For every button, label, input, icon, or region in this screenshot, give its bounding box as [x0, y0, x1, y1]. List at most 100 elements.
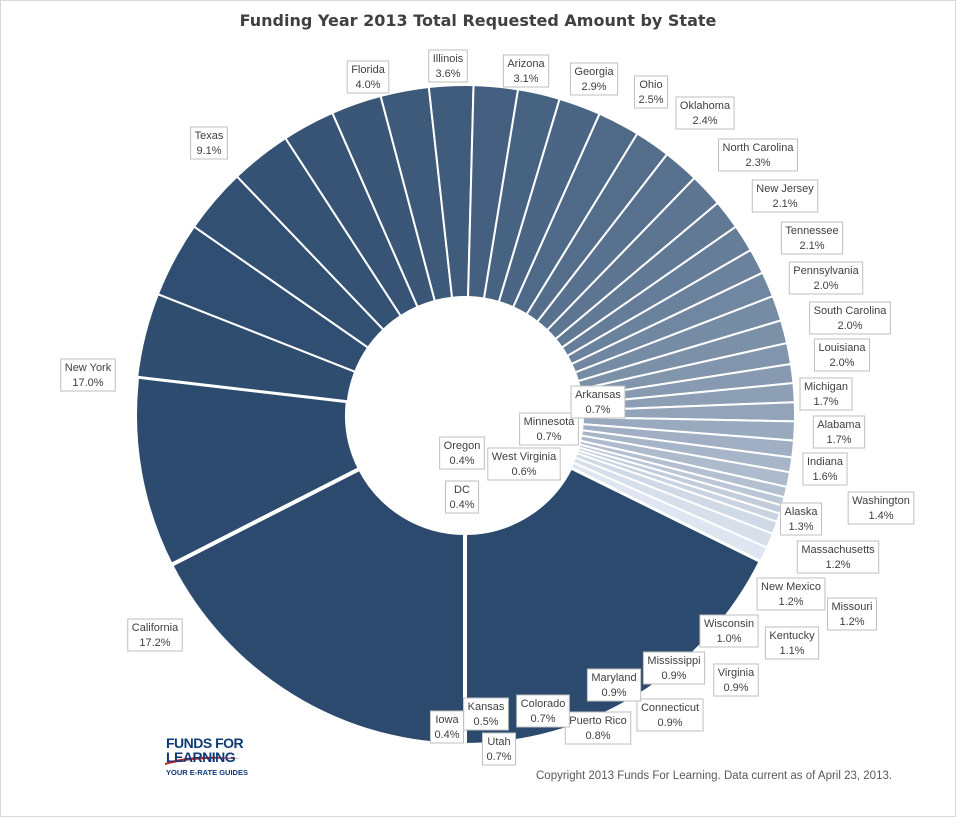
label-box: [569, 62, 619, 96]
data-label-puerto-rico: Puerto Rico 0.8%: [564, 711, 632, 745]
label-value: 2.1%: [799, 240, 824, 252]
label-value: 17.2%: [139, 637, 170, 649]
data-label-florida: Florida 4.0%: [346, 60, 390, 94]
label-name: West Virginia: [492, 451, 557, 463]
data-label-virginia: Virginia 0.9%: [713, 663, 759, 697]
data-label-new-york: New York 17.0%: [60, 358, 116, 392]
funds-for-learning-logo: FUNDS FOR LEARNING YOUR E-RATE GUIDES: [165, 735, 248, 783]
data-label-arkansas: Arkansas 0.7%: [570, 385, 626, 419]
label-value: 1.2%: [839, 616, 864, 628]
label-value: 2.0%: [837, 320, 862, 332]
label-box: [487, 447, 561, 481]
data-label-georgia: Georgia 2.9%: [569, 62, 619, 96]
label-box: [699, 614, 759, 648]
logo-swoosh-icon: [165, 756, 241, 765]
label-name: California: [132, 622, 179, 634]
label-name: Washington: [852, 495, 910, 507]
label-value: 17.0%: [72, 377, 103, 389]
slice-texas: [133, 374, 363, 568]
label-box: [481, 732, 517, 766]
slices: [133, 84, 796, 748]
logo-line3: YOUR E-RATE GUIDES: [166, 768, 248, 777]
label-value: 1.6%: [812, 471, 837, 483]
label-name: Louisiana: [818, 342, 866, 354]
data-label-louisiana: Louisiana 2.0%: [813, 338, 871, 372]
data-label-oregon: Oregon 0.4%: [439, 436, 485, 470]
label-box: [675, 96, 735, 130]
copyright-text: Copyright 2013 Funds For Learning. Data …: [536, 770, 893, 782]
label-name: Mississippi: [647, 655, 700, 667]
data-label-michigan: Michigan 1.7%: [799, 377, 853, 411]
label-value: 1.0%: [716, 633, 741, 645]
data-label-massachusetts: Massachusetts 1.2%: [796, 540, 880, 574]
label-name: Michigan: [804, 381, 848, 393]
label-name: Georgia: [574, 66, 614, 78]
data-label-washington: Washington 1.4%: [847, 491, 915, 525]
data-label-illinois: Illinois 3.6%: [428, 49, 468, 83]
label-value: 0.7%: [536, 431, 561, 443]
label-name: Tennessee: [785, 225, 838, 237]
label-box: [564, 711, 632, 745]
data-label-arizona: Arizona 3.1%: [502, 54, 550, 88]
chart-title: Funding Year 2013 Total Requested Amount…: [239, 11, 717, 30]
data-label-oklahoma: Oklahoma 2.4%: [675, 96, 735, 130]
slice-new-york: [168, 465, 467, 748]
label-name: Iowa: [435, 714, 459, 726]
label-name: Florida: [351, 64, 386, 76]
label-name: Kansas: [468, 701, 505, 713]
label-box: [847, 491, 915, 525]
label-value: 4.0%: [355, 79, 380, 91]
label-box: [463, 697, 509, 731]
label-name: Arizona: [507, 58, 545, 70]
label-box: [796, 540, 880, 574]
label-box: [516, 694, 570, 728]
label-box: [713, 663, 759, 697]
slice-arkansas: [569, 461, 769, 563]
label-value: 2.3%: [745, 157, 770, 169]
label-name: New Mexico: [761, 581, 821, 593]
label-name: North Carolina: [723, 142, 795, 154]
label-value: 0.5%: [473, 716, 498, 728]
label-value: 1.7%: [826, 434, 851, 446]
label-box: [570, 385, 626, 419]
label-name: Kentucky: [769, 630, 815, 642]
data-label-wisconsin: Wisconsin 1.0%: [699, 614, 759, 648]
label-name: Oregon: [444, 440, 481, 452]
data-label-west-virginia: West Virginia 0.6%: [487, 447, 561, 481]
label-box: [60, 358, 116, 392]
label-name: Alaska: [784, 506, 818, 518]
label-value: 1.1%: [779, 645, 804, 657]
label-name: Connecticut: [641, 702, 699, 714]
data-label-texas: Texas 9.1%: [190, 126, 228, 160]
label-box: [788, 261, 864, 295]
label-box: [827, 597, 877, 631]
data-label-pennsylvania: Pennsylvania 2.0%: [788, 261, 864, 295]
label-name: Wisconsin: [704, 618, 754, 630]
label-box: [718, 138, 798, 172]
label-value: 3.6%: [435, 68, 460, 80]
label-value: 0.4%: [449, 499, 474, 511]
label-value: 9.1%: [196, 145, 221, 157]
label-name: Massachusetts: [801, 544, 875, 556]
data-label-north-carolina: North Carolina 2.3%: [718, 138, 798, 172]
label-name: DC: [454, 484, 470, 496]
label-name: Pennsylvania: [793, 265, 859, 277]
label-value: 0.9%: [601, 687, 626, 699]
label-name: Maryland: [591, 672, 636, 684]
label-value: 0.7%: [530, 713, 555, 725]
label-value: 1.2%: [825, 559, 850, 571]
data-label-minnesota: Minnesota 0.7%: [519, 412, 579, 446]
label-value: 2.1%: [772, 198, 797, 210]
label-value: 2.0%: [829, 357, 854, 369]
data-label-new-mexico: New Mexico 1.2%: [756, 577, 826, 611]
data-label-connecticut: Connecticut 0.9%: [636, 698, 704, 732]
label-box: [764, 626, 820, 660]
label-name: New Jersey: [756, 183, 814, 195]
label-name: New York: [65, 362, 112, 374]
data-label-mississippi: Mississippi 0.9%: [642, 651, 706, 685]
data-labels: California 17.2% New York 17.0% Texas 9.1% Flo…: [60, 49, 915, 766]
label-box: [586, 668, 642, 702]
label-name: Ohio: [639, 79, 662, 91]
data-label-kentucky: Kentucky 1.1%: [764, 626, 820, 660]
